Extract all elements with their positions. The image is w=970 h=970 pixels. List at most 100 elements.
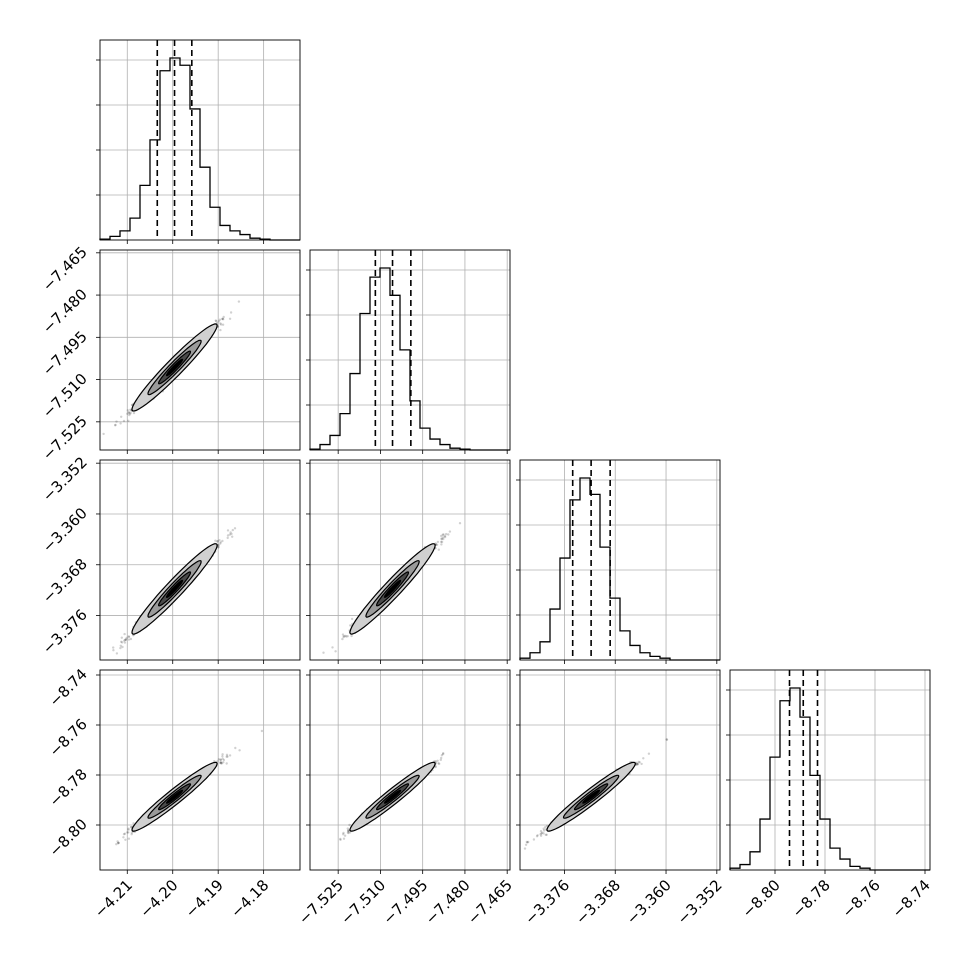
- panel-1-0: −7.525−7.510−7.495−7.480−7.465: [39, 243, 301, 464]
- panel-frame: [99, 39, 301, 241]
- sample-point: [112, 649, 115, 652]
- sample-point: [341, 637, 344, 641]
- sample-point: [128, 413, 131, 417]
- sample-point: [225, 753, 229, 756]
- sample-point: [114, 423, 117, 427]
- sample-point: [119, 646, 122, 650]
- sample-point: [129, 408, 132, 411]
- sample-point: [221, 317, 224, 320]
- sample-point: [532, 838, 536, 841]
- sample-point: [124, 638, 127, 642]
- sample-point: [122, 836, 125, 839]
- x-tick-label: −4.21: [91, 876, 136, 921]
- sample-point: [447, 533, 450, 536]
- panel-2-2: [516, 459, 721, 664]
- sample-point: [218, 539, 221, 542]
- x-tick-label: −4.18: [227, 876, 272, 921]
- sample-point: [217, 320, 221, 323]
- sample-point: [123, 639, 126, 642]
- sample-point: [349, 624, 352, 627]
- sample-point: [440, 538, 443, 541]
- sample-point: [226, 529, 230, 532]
- sample-point: [219, 328, 222, 332]
- sample-point: [217, 545, 220, 549]
- sample-point: [119, 644, 123, 647]
- sample-point: [334, 650, 337, 653]
- sample-point: [217, 544, 220, 547]
- sample-point: [222, 318, 225, 321]
- panel-3-1: −7.525−7.510−7.495−7.480−7.465: [295, 669, 516, 928]
- density-contour: [166, 579, 184, 599]
- sample-point: [458, 522, 462, 525]
- sample-point: [221, 539, 224, 543]
- sample-point: [234, 746, 237, 750]
- x-tick-label: −7.480: [422, 876, 474, 928]
- sample-point: [442, 537, 445, 541]
- sample-point: [226, 536, 229, 540]
- y-tick-label: −8.76: [46, 715, 91, 760]
- sample-point: [229, 311, 233, 314]
- sample-point: [119, 422, 122, 425]
- sample-point: [348, 823, 351, 827]
- sample-point: [350, 617, 354, 621]
- sample-point: [126, 409, 129, 412]
- sample-point: [214, 539, 217, 542]
- sample-point: [339, 838, 342, 841]
- sample-point: [346, 635, 349, 638]
- histogram-step: [519, 477, 720, 661]
- sample-point: [233, 527, 237, 530]
- sample-point: [231, 528, 234, 532]
- sample-point: [115, 652, 119, 655]
- sample-point: [344, 634, 347, 638]
- sample-point: [129, 411, 132, 414]
- sample-point: [440, 534, 443, 538]
- sample-point: [125, 636, 128, 640]
- sample-point: [221, 317, 224, 321]
- sample-point: [221, 323, 225, 326]
- sample-point: [443, 535, 447, 539]
- y-tick-label: −8.80: [46, 815, 91, 860]
- histogram-step: [99, 57, 300, 241]
- sample-point: [439, 758, 442, 762]
- panel-1-1: [306, 249, 511, 454]
- sample-point: [127, 837, 131, 840]
- sample-point: [123, 632, 126, 636]
- sample-point: [260, 729, 264, 733]
- y-tick-label: −7.525: [39, 412, 91, 464]
- sample-point: [217, 758, 221, 761]
- y-tick-label: −3.376: [39, 606, 91, 658]
- sample-point: [124, 838, 127, 841]
- sample-point: [230, 532, 233, 536]
- panel-frame: [99, 459, 301, 661]
- sample-point: [127, 828, 130, 831]
- y-tick-label: −7.495: [39, 327, 91, 379]
- sample-point: [219, 542, 222, 545]
- sample-point: [219, 322, 222, 325]
- x-tick-label: −7.495: [380, 876, 432, 928]
- sample-point: [221, 755, 224, 758]
- x-tick-label: −7.510: [337, 876, 389, 928]
- sample-point: [322, 651, 325, 654]
- x-tick-label: −7.525: [295, 876, 347, 928]
- y-tick-label: −3.360: [39, 504, 91, 556]
- sample-point: [441, 533, 444, 536]
- x-tick-label: −4.20: [136, 876, 181, 921]
- sample-point: [439, 540, 443, 544]
- sample-point: [117, 842, 120, 845]
- sample-point: [345, 635, 348, 638]
- sample-point: [121, 645, 124, 649]
- sample-point: [342, 635, 345, 639]
- sample-point: [127, 635, 131, 639]
- sample-point: [127, 635, 130, 638]
- sample-point: [124, 638, 128, 641]
- sample-point: [216, 540, 219, 543]
- sample-point: [102, 432, 105, 436]
- y-tick-label: −7.510: [39, 370, 91, 422]
- sample-point: [217, 546, 220, 549]
- sample-point: [127, 419, 130, 422]
- sample-point: [347, 831, 350, 835]
- sample-point: [436, 759, 439, 762]
- sample-point: [215, 319, 218, 323]
- sample-point: [127, 831, 130, 834]
- sample-point: [442, 533, 445, 536]
